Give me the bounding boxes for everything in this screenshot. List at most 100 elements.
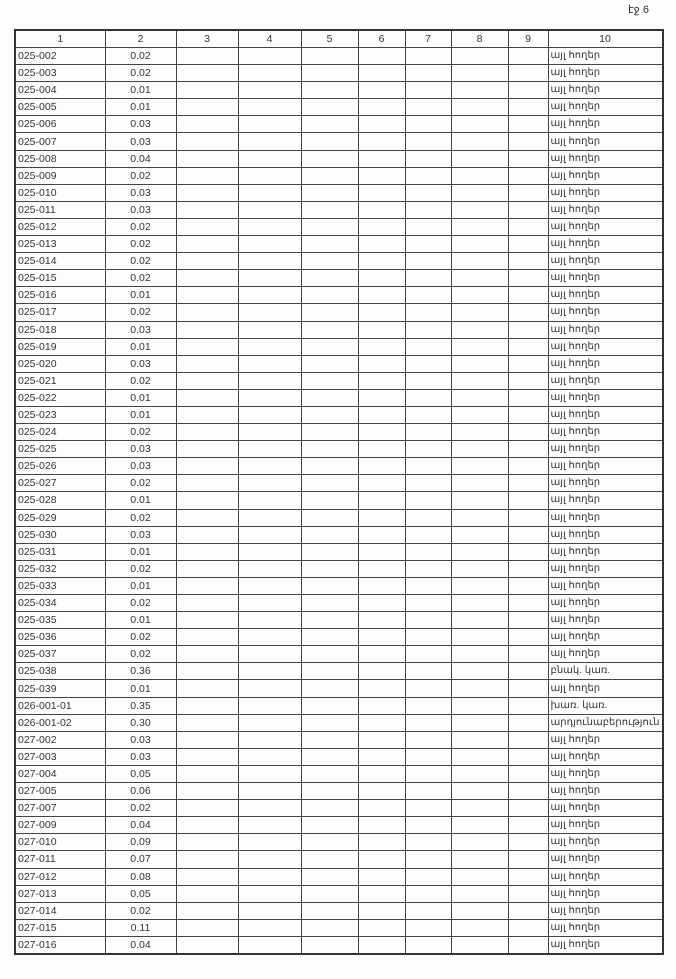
table-row: 025-010 0.03 այլ հողեր [14, 183, 664, 202]
empty-cell [300, 918, 359, 937]
parcel-code: 027-013 [14, 884, 106, 903]
empty-cell [175, 474, 239, 493]
parcel-code: 025-039 [14, 679, 106, 698]
empty-cell [175, 867, 239, 886]
area-value: 0.05 [104, 764, 177, 784]
empty-cell [507, 405, 549, 425]
land-type: այլ հողեր [547, 850, 664, 869]
empty-cell [300, 799, 359, 818]
table-row: 025-033 0.01 այլ հողեր [14, 576, 664, 596]
empty-cell [357, 474, 406, 493]
empty-cell [175, 679, 239, 698]
table-row: 025-014 0.02 այլ հողեր [14, 252, 664, 271]
area-value: 0.01 [104, 337, 177, 356]
empty-cell [507, 542, 549, 561]
parcel-code: 027-012 [14, 867, 106, 886]
table-row: 027-009 0.04 այլ հողեր [14, 816, 664, 835]
empty-cell [237, 918, 302, 937]
empty-cell [357, 747, 406, 766]
empty-cell [357, 64, 406, 83]
parcel-code: 025-008 [14, 149, 106, 168]
area-value: 0.02 [104, 371, 177, 390]
empty-cell [175, 252, 239, 271]
empty-cell [300, 508, 359, 527]
empty-cell [175, 593, 239, 613]
land-type: այլ հողեր [547, 200, 664, 219]
table-row: 027-011 0.07 այլ հողեր [14, 850, 664, 869]
empty-cell [237, 611, 302, 630]
empty-cell [237, 628, 302, 647]
empty-cell [450, 64, 509, 83]
empty-cell [507, 474, 549, 493]
empty-cell [507, 371, 549, 390]
empty-cell [450, 337, 509, 356]
empty-cell [300, 542, 359, 561]
parcel-code: 025-002 [14, 46, 106, 66]
empty-cell [237, 593, 302, 613]
empty-cell [404, 816, 452, 835]
empty-cell [357, 525, 406, 544]
empty-cell [507, 303, 549, 322]
empty-cell [450, 816, 509, 835]
table-row: 025-030 0.03 այլ հողեր [14, 525, 664, 544]
column-header: 7 [404, 29, 452, 48]
empty-cell [450, 46, 509, 66]
empty-cell [237, 81, 302, 100]
land-type: այլ հողեր [547, 935, 664, 955]
empty-cell [507, 662, 549, 681]
table-row: 025-016 0.01 այլ հողեր [14, 286, 664, 305]
land-type: այլ հողեր [547, 525, 664, 544]
table-row: 027-015 0.11 այլ հողեր [14, 918, 664, 937]
empty-cell [404, 850, 452, 869]
empty-cell [357, 816, 406, 835]
parcel-code: 027-016 [14, 935, 106, 955]
empty-cell [175, 200, 239, 219]
empty-cell [175, 115, 239, 134]
land-type: այլ հողեր [547, 354, 664, 373]
empty-cell [175, 508, 239, 527]
empty-cell [357, 782, 406, 801]
parcel-code: 025-037 [14, 645, 106, 664]
empty-cell [237, 559, 302, 578]
empty-cell [300, 559, 359, 578]
empty-cell [404, 440, 452, 459]
empty-cell [237, 525, 302, 544]
empty-cell [175, 491, 239, 510]
land-type: այլ հողեր [547, 901, 664, 920]
area-value: 0.02 [104, 217, 177, 237]
empty-cell [300, 696, 359, 715]
empty-cell [507, 46, 549, 66]
area-value: 0.01 [104, 388, 177, 407]
land-type: այլ հողեր [547, 303, 664, 322]
area-value: 0.03 [104, 747, 177, 766]
empty-cell [450, 132, 509, 151]
area-value: 0.03 [104, 730, 177, 749]
area-value: 0.09 [104, 833, 177, 852]
table-row: 025-027 0.02 այլ հողեր [14, 474, 664, 493]
empty-cell [357, 132, 406, 151]
empty-cell [450, 183, 509, 202]
area-value: 0.01 [104, 679, 177, 698]
empty-cell [404, 764, 452, 784]
land-type: այլ հողեր [547, 918, 664, 937]
parcel-code: 026-001-02 [14, 713, 106, 732]
empty-cell [450, 679, 509, 698]
parcel-code: 025-033 [14, 576, 106, 596]
area-value: 0.01 [104, 98, 177, 117]
empty-cell [357, 252, 406, 271]
parcel-code: 025-013 [14, 235, 106, 254]
area-value: 0.01 [104, 286, 177, 305]
area-value: 0.02 [104, 64, 177, 83]
empty-cell [507, 559, 549, 578]
table-row: 027-014 0.02 այլ հողեր [14, 901, 664, 920]
parcel-code: 025-028 [14, 491, 106, 510]
parcel-code: 025-024 [14, 423, 106, 442]
parcel-code: 027-014 [14, 901, 106, 920]
empty-cell [404, 491, 452, 510]
empty-cell [357, 901, 406, 920]
land-type: այլ հողեր [547, 388, 664, 407]
empty-cell [357, 200, 406, 219]
empty-cell [357, 799, 406, 818]
land-type: այլ հողեր [547, 679, 664, 698]
empty-cell [404, 611, 452, 630]
